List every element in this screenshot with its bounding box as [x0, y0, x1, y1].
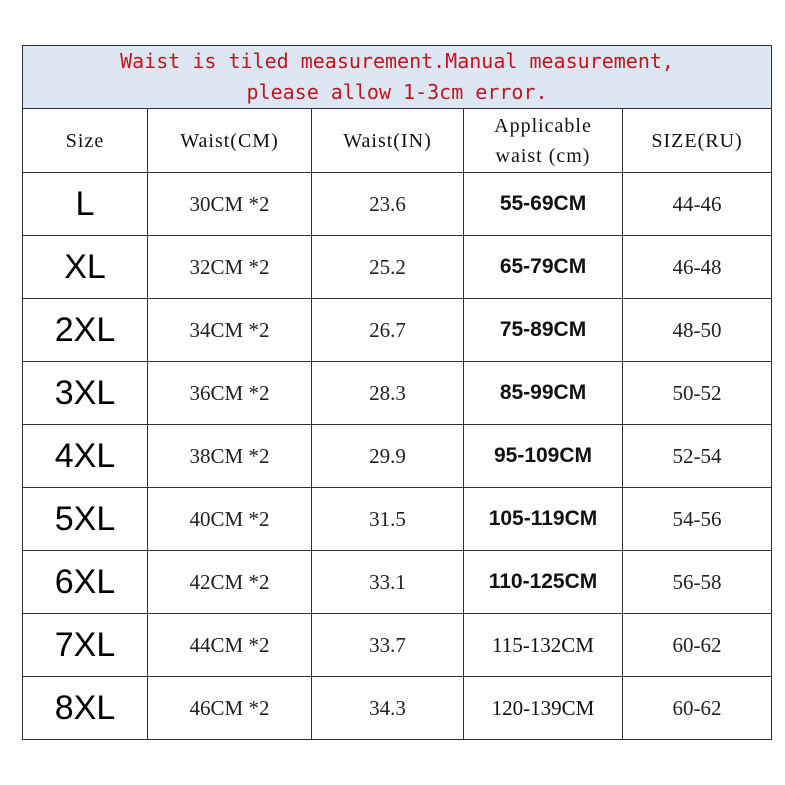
waist-cm-cell: 36CM *2 — [147, 361, 312, 425]
applicable-waist-cell: 115-132CM — [463, 613, 623, 677]
size-ru-cell: 60-62 — [621, 613, 773, 677]
size-ru-cell: 54-56 — [621, 487, 773, 551]
applicable-waist-cell: 120-139CM — [463, 676, 623, 740]
size-ru-cell: 48-50 — [621, 298, 773, 362]
table-row: 7XL 44CM *2 33.7 115-132CM 60-62 — [22, 613, 773, 677]
header-row: Size Waist(CM) Waist(IN) Applicable wais… — [22, 108, 773, 173]
size-ru-cell: 60-62 — [621, 676, 773, 740]
waist-in-cell: 28.3 — [311, 361, 464, 425]
waist-in-cell: 23.6 — [311, 172, 464, 236]
applicable-waist-cell: 95-109CM — [463, 424, 623, 488]
note-line-1: Waist is tiled measurement.Manual measur… — [120, 49, 674, 73]
applicable-waist-cell: 55-69CM — [463, 172, 623, 236]
note-row: Waist is tiled measurement.Manual measur… — [21, 45, 773, 109]
measurement-note: Waist is tiled measurement.Manual measur… — [21, 45, 773, 109]
size-ru-cell: 52-54 — [621, 424, 773, 488]
size-ru-cell: 50-52 — [621, 361, 773, 425]
size-chart-table: Waist is tiled measurement.Manual measur… — [21, 45, 773, 740]
note-line-2: please allow 1-3cm error. — [246, 80, 548, 104]
waist-cm-cell: 34CM *2 — [147, 298, 312, 362]
size-ru-cell: 46-48 — [621, 235, 773, 299]
table-row: 2XL 34CM *2 26.7 75-89CM 48-50 — [22, 298, 773, 362]
waist-in-cell: 33.1 — [311, 550, 464, 614]
applicable-waist-cell: 65-79CM — [463, 235, 623, 299]
table-row: 4XL 38CM *2 29.9 95-109CM 52-54 — [22, 424, 773, 488]
header-size: Size — [22, 108, 148, 173]
header-waist-cm: Waist(CM) — [147, 108, 312, 173]
size-cell: 3XL — [22, 361, 148, 425]
applicable-waist-cell: 105-119CM — [463, 487, 623, 551]
waist-cm-cell: 42CM *2 — [147, 550, 312, 614]
table-row: XL 32CM *2 25.2 65-79CM 46-48 — [22, 235, 773, 299]
size-cell: 2XL — [22, 298, 148, 362]
table-row: 5XL 40CM *2 31.5 105-119CM 54-56 — [22, 487, 773, 551]
waist-cm-cell: 44CM *2 — [147, 613, 312, 677]
table-row: 8XL 46CM *2 34.3 120-139CM 60-62 — [22, 676, 773, 740]
header-applicable-waist: Applicable waist (cm) — [463, 108, 623, 173]
waist-in-cell: 25.2 — [311, 235, 464, 299]
table-row: 6XL 42CM *2 33.1 110-125CM 56-58 — [22, 550, 773, 614]
size-cell: 7XL — [22, 613, 148, 677]
size-cell: 5XL — [22, 487, 148, 551]
waist-in-cell: 26.7 — [311, 298, 464, 362]
waist-in-cell: 34.3 — [311, 676, 464, 740]
header-waist-in: Waist(IN) — [311, 108, 464, 173]
table-row: L 30CM *2 23.6 55-69CM 44-46 — [22, 172, 773, 236]
waist-cm-cell: 30CM *2 — [147, 172, 312, 236]
size-cell: 6XL — [22, 550, 148, 614]
size-ru-cell: 56-58 — [621, 550, 773, 614]
applicable-waist-cell: 75-89CM — [463, 298, 623, 362]
size-cell: 8XL — [22, 676, 148, 740]
size-cell: L — [22, 172, 148, 236]
waist-in-cell: 31.5 — [311, 487, 464, 551]
waist-in-cell: 29.9 — [311, 424, 464, 488]
waist-cm-cell: 46CM *2 — [147, 676, 312, 740]
size-ru-cell: 44-46 — [621, 172, 773, 236]
applicable-waist-cell: 85-99CM — [463, 361, 623, 425]
waist-cm-cell: 32CM *2 — [147, 235, 312, 299]
waist-in-cell: 33.7 — [311, 613, 464, 677]
applicable-waist-cell: 110-125CM — [463, 550, 623, 614]
size-cell: XL — [22, 235, 148, 299]
table-row: 3XL 36CM *2 28.3 85-99CM 50-52 — [22, 361, 773, 425]
header-size-ru: SIZE(RU) — [621, 108, 773, 173]
waist-cm-cell: 40CM *2 — [147, 487, 312, 551]
waist-cm-cell: 38CM *2 — [147, 424, 312, 488]
size-cell: 4XL — [22, 424, 148, 488]
